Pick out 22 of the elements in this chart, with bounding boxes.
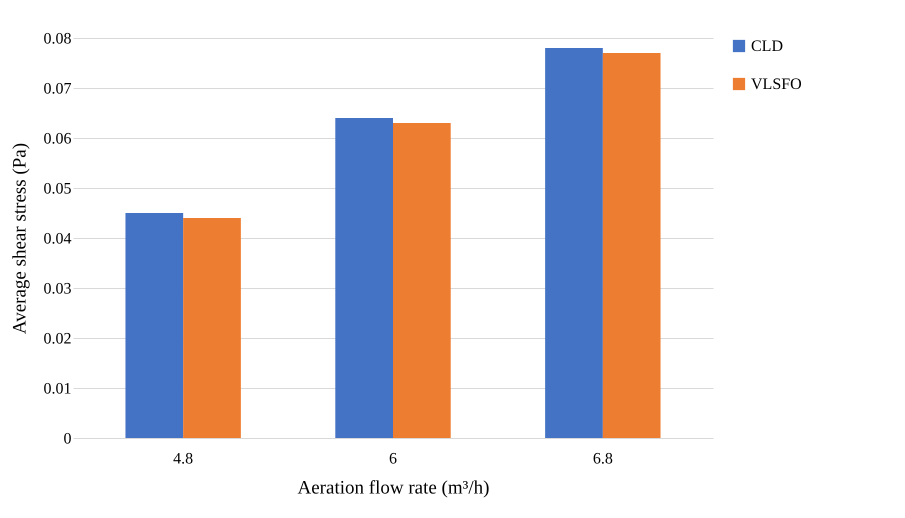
y-tick-label: 0.02 bbox=[44, 330, 72, 348]
bar bbox=[183, 218, 241, 438]
x-tick-label: 6 bbox=[389, 450, 397, 468]
bar bbox=[335, 118, 393, 438]
y-tick-label: 0.04 bbox=[44, 230, 72, 248]
y-tick-label: 0.03 bbox=[44, 280, 72, 298]
bar bbox=[125, 213, 184, 438]
x-tick-label: 6.8 bbox=[592, 450, 613, 468]
y-tick-label: 0.08 bbox=[44, 30, 72, 48]
x-tick-label: 4.8 bbox=[173, 450, 194, 468]
legend-label: CLD bbox=[751, 38, 783, 55]
y-tick-label: 0.01 bbox=[44, 380, 72, 398]
y-tick-label: 0.07 bbox=[44, 80, 72, 98]
y-axis-title: Average shear stress (Pa) bbox=[10, 142, 30, 334]
legend-label: VLSFO bbox=[751, 76, 802, 93]
bar bbox=[602, 53, 661, 438]
bar bbox=[393, 123, 451, 438]
y-tick-label: 0.05 bbox=[44, 180, 72, 198]
y-tick-label: 0 bbox=[64, 430, 72, 448]
bar bbox=[545, 48, 603, 438]
y-tick-label: 0.06 bbox=[44, 130, 72, 148]
x-axis-title: Aeration flow rate (m³/h) bbox=[298, 478, 490, 498]
